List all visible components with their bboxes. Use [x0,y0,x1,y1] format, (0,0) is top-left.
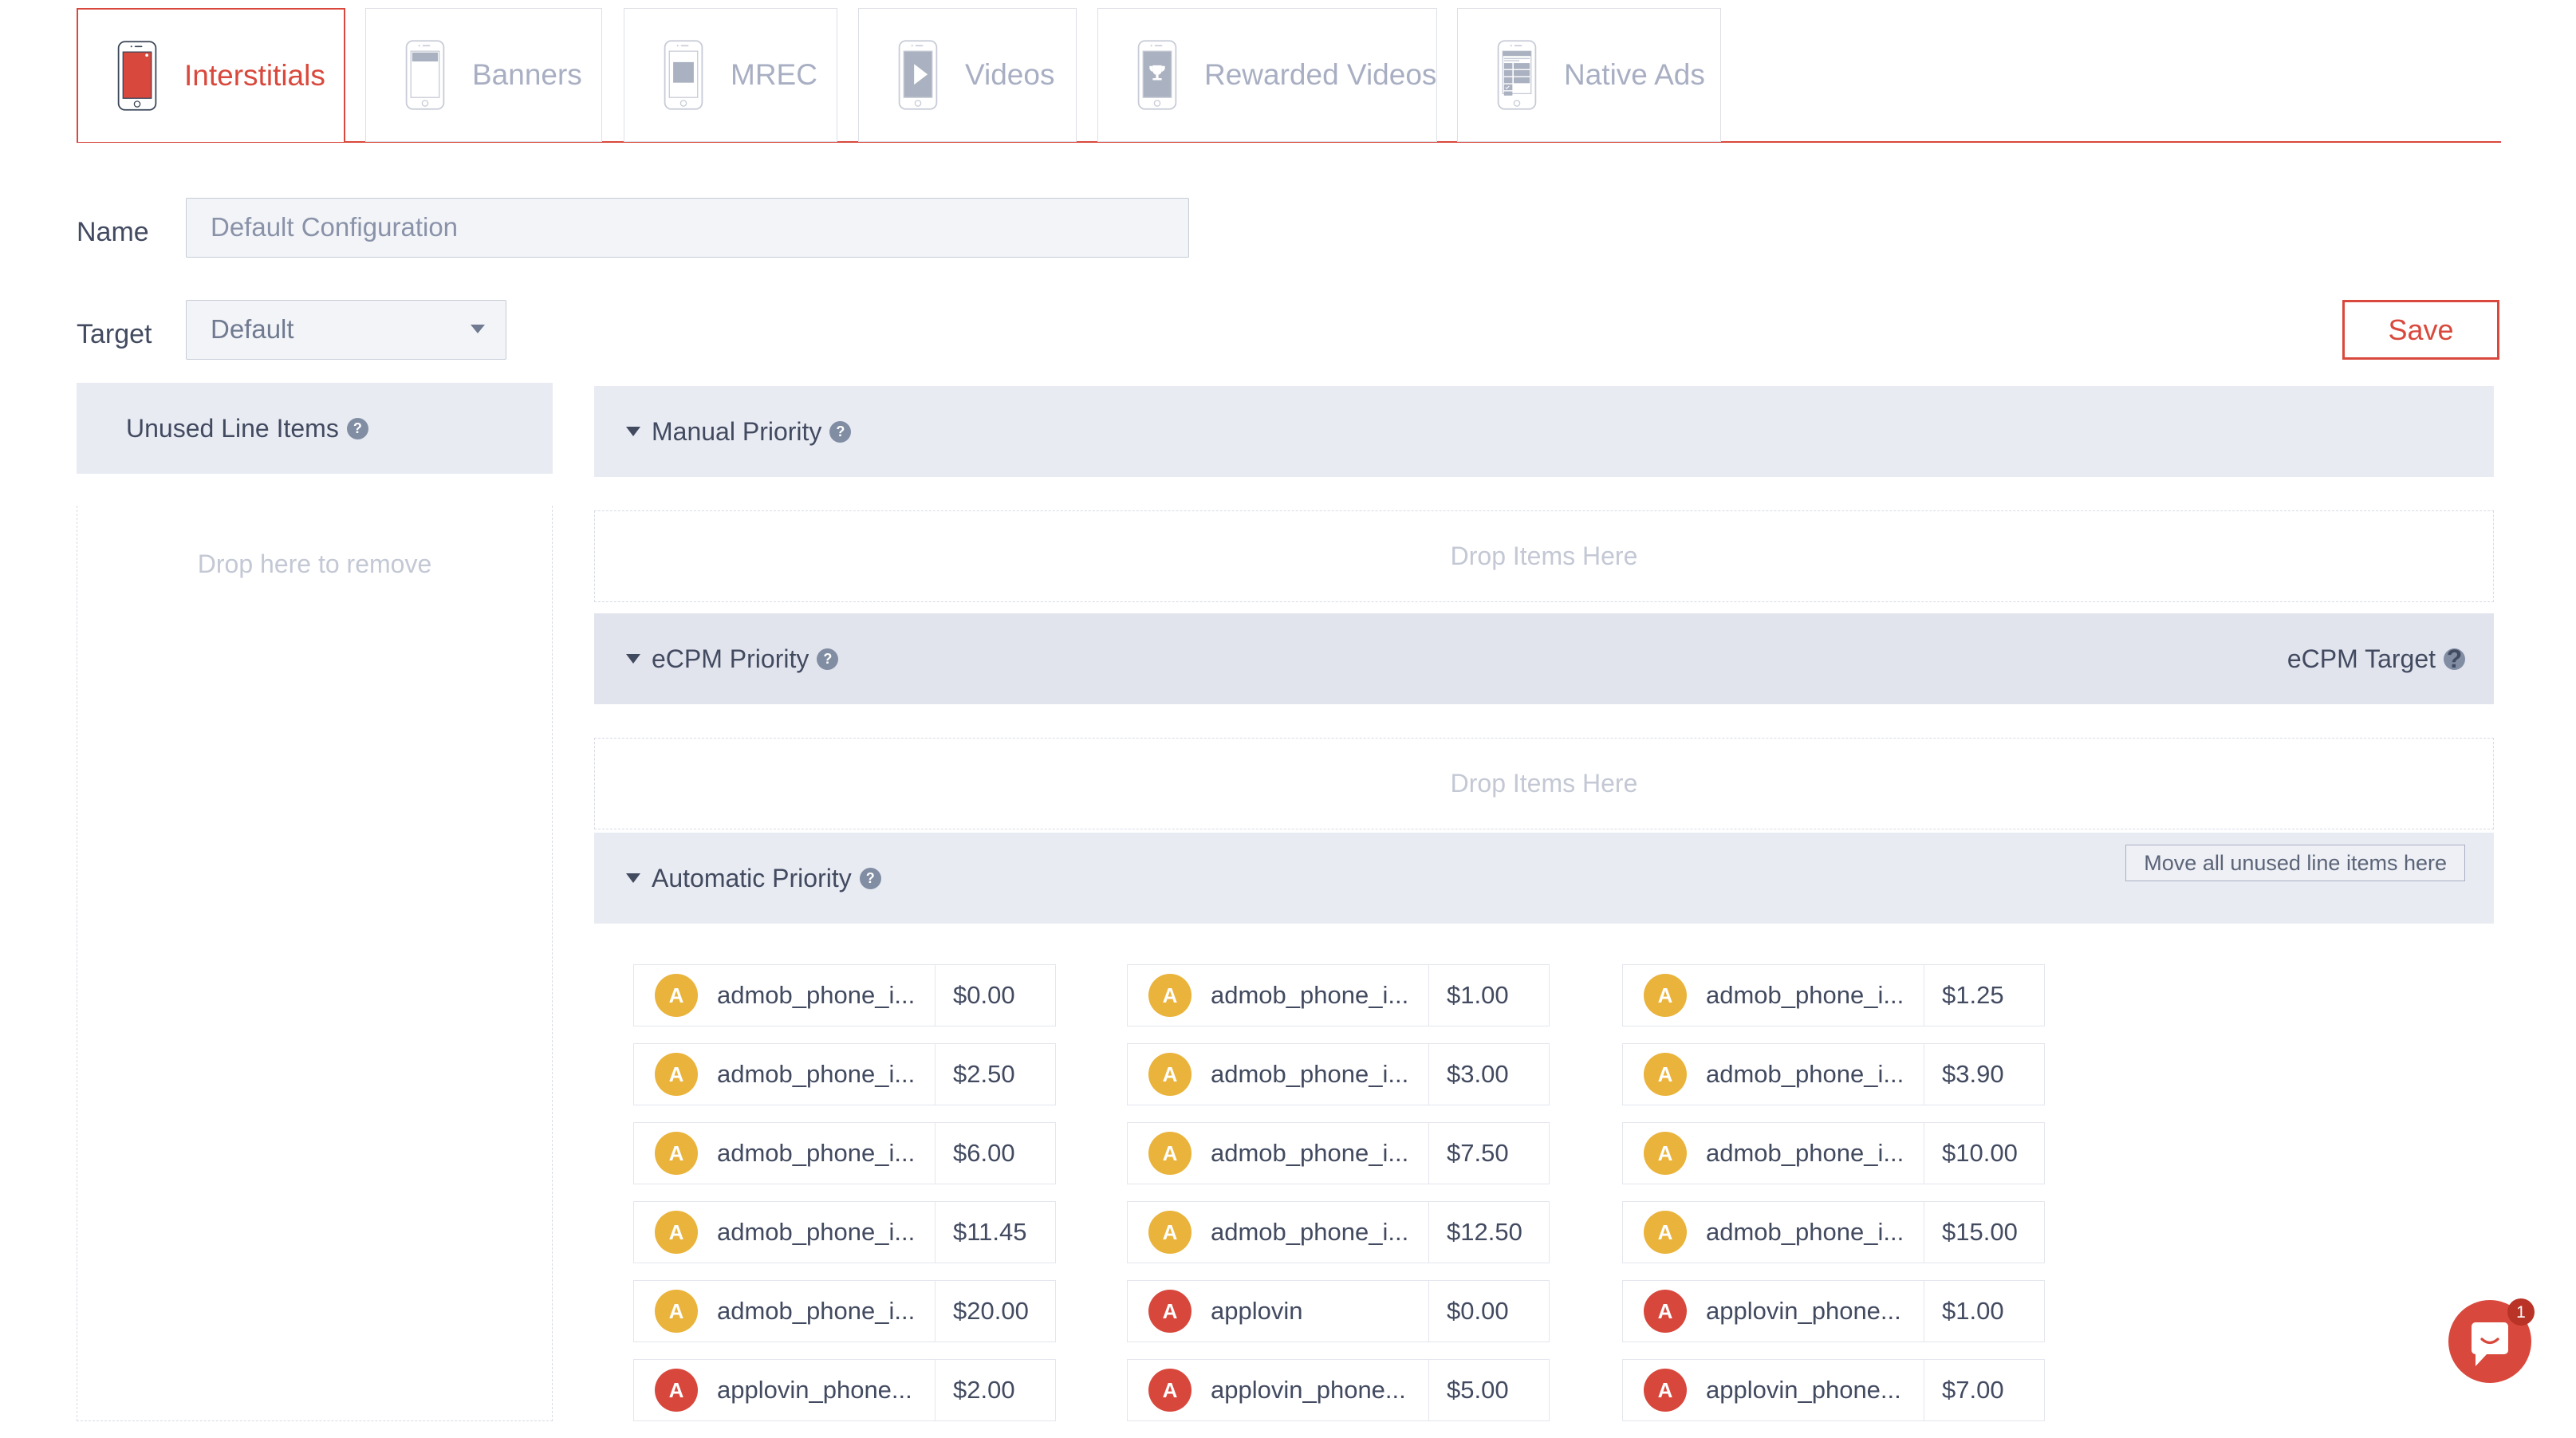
svg-text:1: 1 [2516,1303,2526,1322]
